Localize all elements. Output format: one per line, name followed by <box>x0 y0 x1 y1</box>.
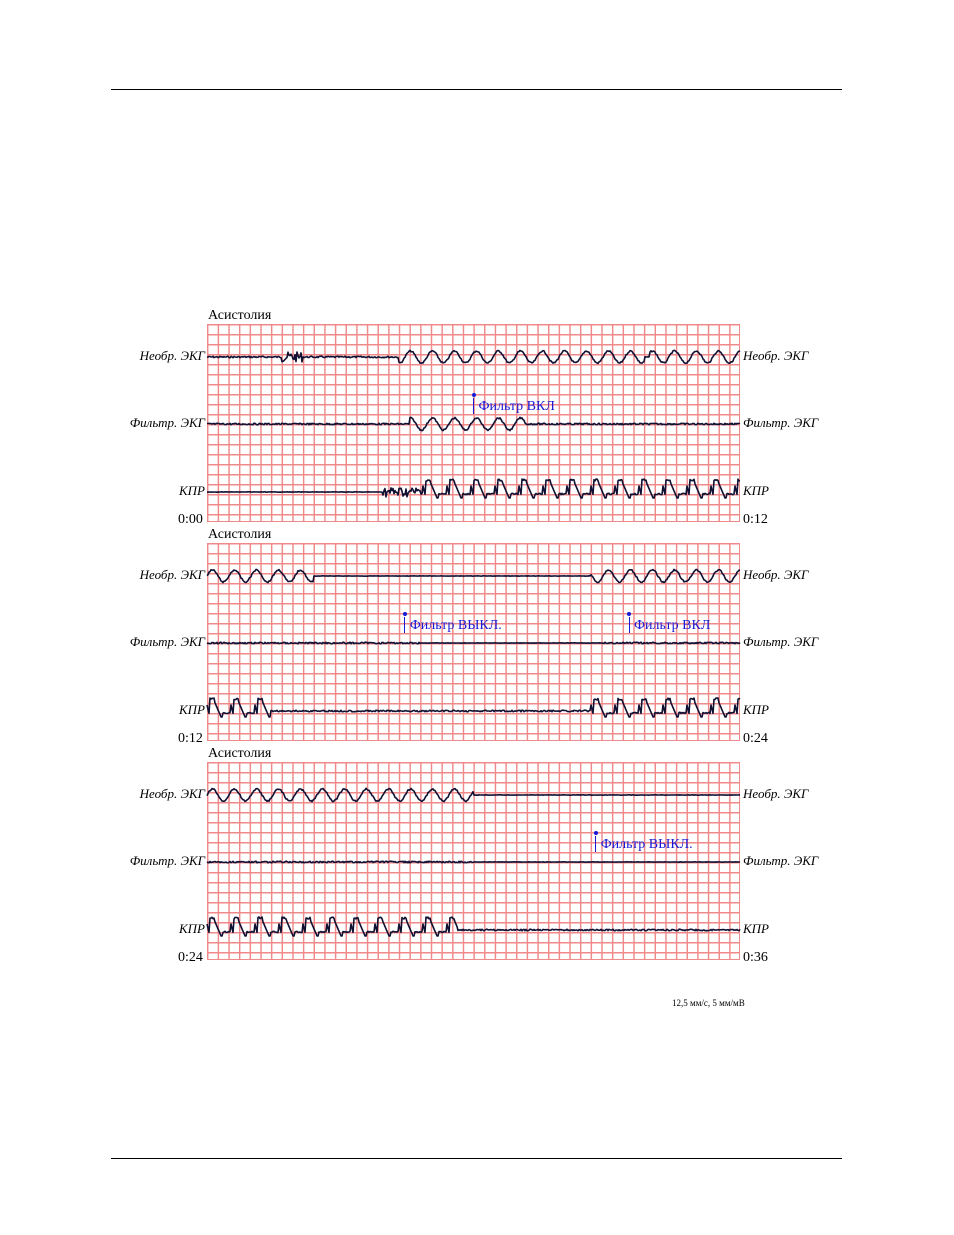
waveform-traces <box>206 568 741 718</box>
lead-waveform <box>206 568 741 584</box>
strip-start-time: 0:12 <box>178 731 203 746</box>
waveform-traces <box>206 787 741 937</box>
marker-label: Фильтр ВКЛ <box>634 618 711 633</box>
lead-waveform <box>206 641 741 645</box>
marker-stem <box>628 617 630 633</box>
lead-label-right: КПР <box>743 483 769 498</box>
waveform-traces <box>206 349 741 499</box>
marker-label: Фильтр ВЫКЛ. <box>600 837 693 852</box>
lead-label-right: Необр. ЭКГ <box>743 567 809 582</box>
lead-label-left: КПР <box>179 702 205 717</box>
marker-dot <box>593 831 598 835</box>
ecg-strip-1: Асистолия Необр. ЭКГ Необр. ЭКГ Фильтр. ЭКГ… <box>0 308 954 542</box>
lead-label-right: Необр. ЭКГ <box>743 786 809 801</box>
lead-waveform <box>206 478 741 499</box>
rhythm-label: Асистолия <box>208 746 272 761</box>
strip-end-time: 0:24 <box>743 731 768 746</box>
lead-label-left: КПР <box>179 483 205 498</box>
strip-end-time: 0:36 <box>743 950 768 965</box>
lead-waveform <box>206 697 741 718</box>
strip-start-time: 0:24 <box>178 950 203 965</box>
lead-label-left: Необр. ЭКГ <box>139 786 205 801</box>
lead-label-left: КПР <box>179 921 205 936</box>
marker-stem <box>595 836 597 852</box>
lead-label-right: Фильтр. ЭКГ <box>743 634 819 649</box>
lead-waveform <box>206 860 741 864</box>
lead-label-left: Необр. ЭКГ <box>139 348 205 363</box>
lead-label-right: КПР <box>743 921 769 936</box>
marker-stem <box>404 617 406 633</box>
lead-waveform <box>206 787 741 803</box>
lead-waveform <box>206 916 741 937</box>
marker-label: Фильтр ВКЛ <box>478 399 555 414</box>
header-rule <box>111 89 842 90</box>
lead-label-left: Необр. ЭКГ <box>139 567 205 582</box>
lead-label-right: Фильтр. ЭКГ <box>743 415 819 430</box>
strip-end-time: 0:12 <box>743 512 768 527</box>
lead-label-left: Фильтр. ЭКГ <box>129 415 205 430</box>
marker-dot <box>471 393 476 397</box>
marker-stem <box>473 398 474 414</box>
lead-waveform <box>206 416 741 432</box>
lead-label-left: Фильтр. ЭКГ <box>129 853 205 868</box>
lead-label-left: Фильтр. ЭКГ <box>129 634 205 649</box>
ecg-strip-3: Асистолия Необр. ЭКГ Необр. ЭКГ Фильтр. ЭКГ… <box>0 746 954 980</box>
lead-waveform <box>206 349 741 365</box>
rhythm-label: Асистолия <box>208 527 272 542</box>
ecg-strip-2: Асистолия Необр. ЭКГ Необр. ЭКГ Фильтр. ЭКГ… <box>0 527 954 761</box>
strip-start-time: 0:00 <box>178 512 203 527</box>
speed-gain-label: 12,5 мм/с, 5 мм/мВ <box>672 998 745 1008</box>
marker-dot <box>402 612 407 616</box>
rhythm-label: Асистолия <box>208 308 272 323</box>
footer-rule <box>111 1158 842 1159</box>
lead-label-right: Фильтр. ЭКГ <box>743 853 819 868</box>
lead-label-right: Необр. ЭКГ <box>743 348 809 363</box>
marker-label: Фильтр ВЫКЛ. <box>409 618 502 633</box>
lead-label-right: КПР <box>743 702 769 717</box>
marker-dot <box>627 612 631 616</box>
